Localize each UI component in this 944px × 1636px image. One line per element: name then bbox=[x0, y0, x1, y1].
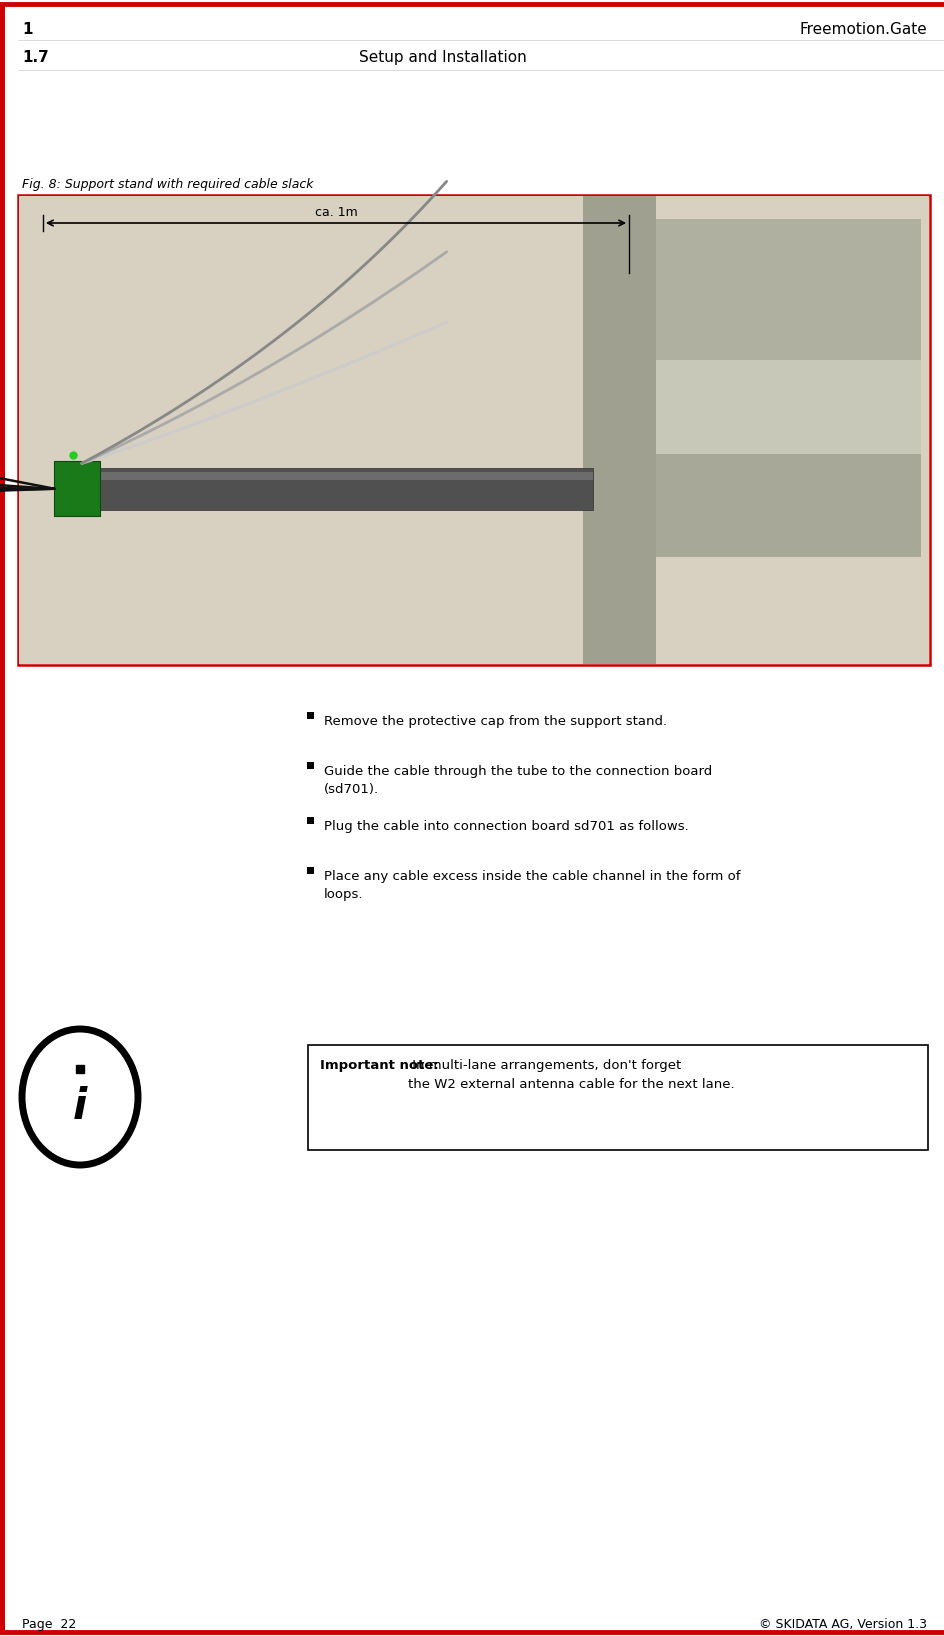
Bar bbox=[656, 360, 919, 453]
Bar bbox=[308, 1045, 927, 1150]
Bar bbox=[55, 461, 100, 517]
Text: © SKIDATA AG, Version 1.3: © SKIDATA AG, Version 1.3 bbox=[758, 1618, 926, 1631]
Text: Place any cable excess inside the cable channel in the form of
loops.: Place any cable excess inside the cable … bbox=[324, 870, 740, 901]
Bar bbox=[306, 761, 313, 769]
Bar bbox=[306, 712, 313, 718]
Bar bbox=[0, 3, 5, 1633]
Text: Guide the cable through the tube to the connection board
(sd701).: Guide the cable through the tube to the … bbox=[324, 766, 712, 797]
Bar bbox=[63, 471, 592, 481]
Bar bbox=[63, 468, 592, 510]
Bar bbox=[18, 195, 929, 664]
Bar bbox=[306, 867, 313, 874]
Text: i: i bbox=[73, 1086, 87, 1127]
Bar bbox=[656, 453, 919, 556]
Text: In multi-lane arrangements, don't forget
the W2 external antenna cable for the n: In multi-lane arrangements, don't forget… bbox=[408, 1058, 733, 1091]
Text: 1.7: 1.7 bbox=[22, 51, 49, 65]
Text: ca. 1m: ca. 1m bbox=[314, 206, 357, 219]
Bar bbox=[306, 816, 313, 823]
Bar bbox=[582, 196, 656, 664]
Text: Setup and Installation: Setup and Installation bbox=[359, 51, 527, 65]
Text: Important note:: Important note: bbox=[320, 1058, 438, 1072]
Text: 1: 1 bbox=[22, 21, 32, 38]
Text: Plug the cable into connection board sd701 as follows.: Plug the cable into connection board sd7… bbox=[324, 820, 688, 833]
Text: Remove the protective cap from the support stand.: Remove the protective cap from the suppo… bbox=[324, 715, 666, 728]
Text: Fig. 8: Support stand with required cable slack: Fig. 8: Support stand with required cabl… bbox=[22, 178, 313, 191]
Text: Freemotion.Gate: Freemotion.Gate bbox=[799, 21, 926, 38]
Bar bbox=[19, 196, 928, 664]
Text: Page  22: Page 22 bbox=[22, 1618, 76, 1631]
Bar bbox=[656, 219, 919, 360]
